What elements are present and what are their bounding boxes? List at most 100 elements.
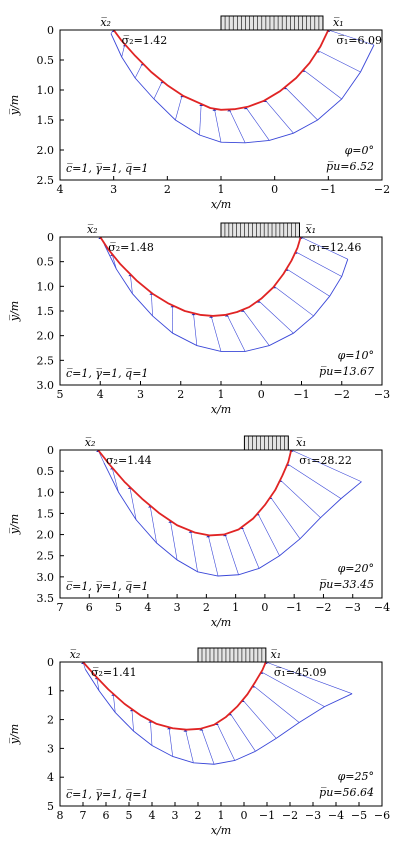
chart-panel-2: 5 4 3 2 1 0 −1 −2 −3 0 0.5 1.0 1.5 2.0 2.5 3.0 x/m y̅/m x̅…: [8, 222, 390, 416]
x-tick-label: 1: [218, 388, 225, 401]
y-tick-label: 2.5: [37, 354, 55, 367]
normal-arrow: [183, 729, 188, 732]
stress-ray: [214, 108, 222, 143]
x-tick-label: 0: [258, 388, 265, 401]
y-tick-label: 3: [47, 742, 54, 755]
stress-ray: [273, 286, 314, 317]
stress-ray: [241, 526, 260, 569]
y-tick-label: 0.5: [37, 256, 55, 269]
y-axis-label: y̅/m: [8, 514, 21, 535]
stress-ray: [168, 727, 173, 757]
failure-surface: [99, 236, 302, 317]
parameters-label: c̅=1, γ̅=1, q̅=1: [66, 367, 148, 380]
x-tick-label: −2: [282, 809, 298, 822]
normal-arrow: [206, 535, 211, 538]
normal-arrow: [243, 107, 248, 110]
y-tick-label: 0: [47, 444, 54, 457]
load-strip: [220, 15, 324, 31]
x-tick-label: 4: [144, 601, 151, 614]
stress-ray: [150, 720, 153, 746]
x-tick-label: 5: [57, 388, 64, 401]
stress-ray: [111, 467, 119, 493]
x-tick-label: 2: [203, 601, 210, 614]
y-tick-label: 0: [47, 231, 54, 244]
x-tick-label: −4: [328, 809, 344, 822]
stress-ray: [96, 677, 100, 691]
stress-ray: [129, 274, 133, 294]
phi-label: φ=25°: [338, 770, 374, 783]
x-axis-label: x/m: [211, 616, 231, 629]
stress-ray: [226, 314, 246, 352]
sigma1-label: σ₁=12.46: [309, 241, 362, 254]
y-tick-label: 2.0: [37, 529, 55, 542]
x-tick-label: 0: [271, 183, 278, 196]
x2-marker-label: x̅₂: [87, 223, 98, 236]
stress-ray: [193, 313, 198, 346]
stress-ray: [242, 699, 277, 739]
x-tick-label: 6: [103, 809, 110, 822]
stress-ray: [224, 534, 239, 575]
stress-ray: [287, 463, 342, 499]
x-tick-label: −2: [374, 183, 390, 196]
pu-label: p̅u=56.64: [319, 786, 374, 799]
x-tick-label: 7: [80, 809, 87, 822]
x-tick-label: 0: [261, 601, 268, 614]
x-tick-label: 2: [177, 388, 184, 401]
stress-ray: [134, 63, 143, 79]
parameters-label: c̅=1, γ̅=1, q̅=1: [66, 162, 148, 175]
stress-ray: [317, 50, 361, 73]
x1-marker-label: x̅₁: [296, 436, 307, 449]
stress-ray: [175, 95, 183, 121]
x-tick-label: −1: [259, 809, 275, 822]
stress-envelope: [103, 462, 362, 577]
x-tick-label: 6: [86, 601, 93, 614]
stress-ray: [242, 309, 270, 346]
stress-ray: [280, 479, 321, 518]
normal-arrow: [199, 728, 204, 731]
x-tick-label: 3: [174, 601, 181, 614]
stress-ray: [252, 685, 300, 723]
x-tick-label: 5: [115, 601, 122, 614]
y-axis-label: y̅/m: [8, 95, 21, 116]
pu-label: p̅u=6.52: [326, 160, 374, 173]
normal-arrow: [240, 309, 245, 312]
axes-frame: [59, 29, 383, 181]
stress-ray: [201, 728, 215, 765]
y-tick-label: 1.5: [37, 305, 55, 318]
y-tick-label: 1.0: [37, 280, 55, 293]
y-axis-label: y̅/m: [8, 301, 21, 322]
normal-arrow: [166, 727, 171, 730]
sigma2-label: σ̅₂=1.41: [91, 666, 137, 679]
normal-arrow: [199, 103, 204, 106]
x-tick-label: 1: [218, 183, 225, 196]
stress-ray: [121, 44, 126, 58]
stress-ray: [151, 292, 153, 316]
x1-marker-label: x̅₁: [333, 16, 344, 29]
y-tick-label: 0.5: [37, 54, 55, 67]
y-tick-label: 0: [47, 656, 54, 669]
y-tick-label: 2.0: [37, 330, 55, 343]
chart-panel-4: 8 7 6 5 4 3 2 1 0 −1 −2 −3 −4 −5 −6 0 1 2 3 4 5 x/m y̅/m x̅₂ x̅₁…: [8, 647, 390, 837]
pu-label: p̅u=33.45: [319, 578, 374, 591]
y-tick-label: 3.0: [37, 571, 55, 584]
stress-ray: [264, 99, 294, 134]
stress-ray: [245, 106, 270, 141]
y-tick-label: 2: [47, 714, 54, 727]
stress-ray: [210, 315, 222, 352]
y-tick-label: 3.0: [37, 379, 55, 392]
x-tick-label: 2: [164, 183, 171, 196]
stress-ray: [229, 713, 256, 752]
stress-ray: [284, 86, 318, 121]
stress-ray: [258, 300, 294, 334]
x-tick-label: −2: [315, 601, 331, 614]
sigma2-label: σ̅₂=1.48: [108, 241, 154, 254]
y-tick-label: 0.5: [37, 465, 55, 478]
normal-arrow: [209, 315, 214, 318]
y-tick-label: 1.5: [37, 114, 55, 127]
stress-ray: [228, 109, 246, 143]
x-tick-label: 4: [97, 388, 104, 401]
x-tick-label: −2: [334, 388, 350, 401]
normal-arrow: [212, 108, 217, 111]
normal-arrow: [224, 314, 229, 317]
